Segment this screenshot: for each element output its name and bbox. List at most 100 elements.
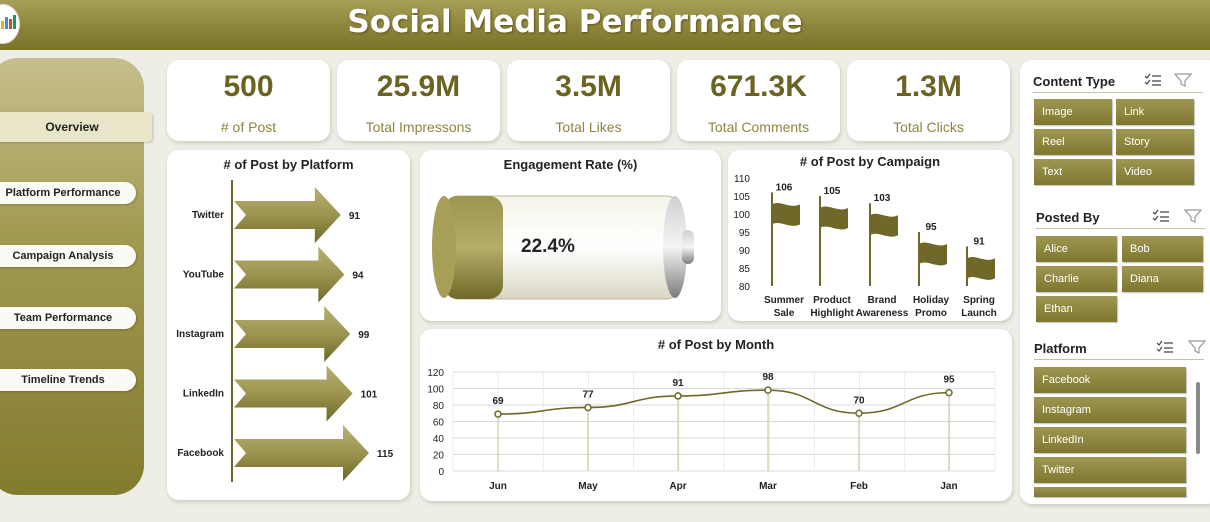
nav-overview[interactable]: Overview: [0, 112, 152, 142]
month-ytick-60: 60: [433, 418, 445, 429]
platform-chart: Twitter 91 YouTube 94 Instagram 99 LinkedIn 101…: [176, 180, 394, 482]
campaign-ytick-80: 80: [739, 282, 751, 293]
chip-twitter[interactable]: Twitter: [1034, 457, 1186, 483]
platform-value-label-linkedin: 101: [361, 390, 378, 401]
slicer-scrollbar[interactable]: [1196, 382, 1200, 454]
month-chart-card: # of Post by Month 0 20 40 60 80 100 120 69 Jun 7…: [420, 329, 1012, 501]
content-type-title: Content Type: [1033, 74, 1116, 89]
engagement-value: 22.4%: [521, 236, 575, 257]
campaign-ytick-110: 110: [734, 174, 750, 185]
chip-alice[interactable]: Alice: [1036, 236, 1117, 262]
nav-platform-performance[interactable]: Platform Performance: [0, 182, 136, 204]
chip-story[interactable]: Story: [1116, 129, 1194, 155]
platform-cat-label-instagram: Instagram: [176, 329, 224, 340]
platform-bar-instagram: [234, 306, 351, 362]
engagement-chart-title: Engagement Rate (%): [503, 157, 638, 172]
chip-instagram[interactable]: Instagram: [1034, 397, 1186, 423]
multi-select-icon[interactable]: [1156, 340, 1174, 354]
campaign-bar-spring-launch: [967, 256, 995, 280]
month-ytick-100: 100: [427, 385, 444, 396]
kpi-likes-value: 3.5M: [555, 70, 622, 103]
slicer-panel: Content Type Image Link Reel Story Text …: [1020, 60, 1210, 504]
platform-chart-card: # of Post by Platform Twitter 91 YouTube 94…: [167, 150, 410, 500]
clear-filter-icon[interactable]: [1188, 340, 1206, 354]
campaign-cat-label-holiday-promo-0: Holiday: [913, 295, 950, 306]
month-ytick-20: 20: [433, 451, 445, 462]
campaign-value-label-spring-launch: 91: [973, 236, 985, 247]
month-ytick-80: 80: [433, 401, 445, 412]
chip-ethan[interactable]: Ethan: [1036, 296, 1117, 322]
month-value-label-apr: 91: [672, 378, 684, 389]
chip-bob[interactable]: Bob: [1122, 236, 1203, 262]
platform-chart-title: # of Post by Platform: [223, 157, 354, 172]
chip-reel[interactable]: Reel: [1034, 129, 1112, 155]
campaign-value-label-summer-sale: 106: [776, 182, 793, 193]
campaign-chart-title: # of Post by Campaign: [799, 154, 941, 169]
clear-filter-icon[interactable]: [1184, 209, 1202, 223]
multi-select-icon[interactable]: [1152, 209, 1170, 223]
nav-timeline-trends[interactable]: Timeline Trends: [0, 369, 136, 391]
kpi-impressions-value: 25.9M: [376, 70, 461, 103]
kpi-posts-value: 500: [223, 70, 274, 103]
month-cat-label-apr: Apr: [669, 481, 686, 492]
month-chart: 0 20 40 60 80 100 120 69 Jun 77 May 91 Apr 98 Mar 70 Feb…: [427, 368, 996, 492]
month-value-label-feb: 70: [853, 395, 865, 406]
campaign-ytick-90: 90: [739, 246, 751, 257]
kpi-likes-label: Total Likes: [555, 119, 622, 135]
campaign-value-label-product-highlight: 105: [824, 186, 841, 197]
kpi-likes-card: 3.5M Total Likes: [507, 60, 670, 141]
month-cat-label-mar: Mar: [759, 481, 777, 492]
multi-select-icon[interactable]: [1144, 73, 1162, 87]
platform-bar-facebook: [234, 425, 369, 481]
chip-link[interactable]: Link: [1116, 99, 1194, 125]
chip-video[interactable]: Video: [1116, 159, 1194, 185]
campaign-cat-label-holiday-promo-1: Promo: [915, 308, 947, 319]
platform-value-label-instagram: 99: [358, 330, 370, 341]
chip-partial[interactable]: [1034, 487, 1186, 497]
platform-bar-linkedin: [234, 365, 353, 422]
platform-bar-twitter: [234, 187, 341, 243]
platform-title: Platform: [1034, 341, 1087, 356]
month-cat-label-jun: Jun: [489, 481, 507, 492]
chip-diana[interactable]: Diana: [1122, 266, 1203, 292]
month-point-mar: [764, 386, 772, 394]
campaign-value-label-brand-awareness: 103: [874, 193, 891, 204]
month-point-jun: [494, 410, 502, 418]
campaign-cat-label-summer-sale-1: Sale: [774, 308, 795, 319]
battery-gauge: [432, 195, 694, 300]
chip-facebook[interactable]: Facebook: [1034, 367, 1186, 393]
kpi-posts-label: # of Post: [220, 119, 277, 135]
posted-by-divider: [1036, 228, 1206, 229]
platform-cat-label-twitter: Twitter: [192, 210, 224, 221]
month-series-line: [497, 389, 950, 415]
campaign-ytick-100: 100: [733, 210, 750, 221]
month-ytick-120: 120: [427, 368, 444, 379]
kpi-comments-label: Total Comments: [707, 119, 810, 135]
month-cat-label-jan: Jan: [940, 481, 957, 492]
campaign-bar-product-highlight: [820, 206, 848, 230]
campaign-ytick-85: 85: [739, 264, 751, 275]
platform-divider: [1034, 359, 1204, 360]
month-point-apr: [674, 392, 682, 400]
kpi-impressions-card: 25.9M Total Impressons: [337, 60, 500, 141]
content-type-divider: [1033, 92, 1203, 93]
chip-linkedin[interactable]: LinkedIn: [1034, 427, 1186, 453]
kpi-posts-card: 500 # of Post: [167, 60, 330, 141]
month-point-may: [584, 403, 592, 412]
chip-charlie[interactable]: Charlie: [1036, 266, 1117, 292]
campaign-value-label-holiday-promo: 95: [925, 222, 937, 233]
nav-campaign-analysis[interactable]: Campaign Analysis: [0, 245, 136, 267]
kpi-clicks-value: 1.3M: [895, 70, 962, 103]
platform-cat-label-facebook: Facebook: [177, 448, 224, 459]
campaign-chart: 80 85 90 95 100 105 110 106 Summer Sale 105 Product…: [733, 174, 996, 319]
chip-text[interactable]: Text: [1034, 159, 1112, 185]
campaign-chart-card: # of Post by Campaign 80 85 90 95 100 105 110 1…: [728, 150, 1012, 321]
chip-image[interactable]: Image: [1034, 99, 1112, 125]
kpi-impressions-label: Total Impressons: [365, 119, 472, 135]
clear-filter-icon[interactable]: [1174, 73, 1192, 87]
kpi-comments-card: 671.3K Total Comments: [677, 60, 840, 141]
campaign-cat-label-spring-launch-0: Spring: [963, 295, 995, 306]
month-value-label-jun: 69: [492, 396, 504, 407]
campaign-ytick-105: 105: [733, 192, 750, 203]
nav-team-performance[interactable]: Team Performance: [0, 307, 136, 329]
